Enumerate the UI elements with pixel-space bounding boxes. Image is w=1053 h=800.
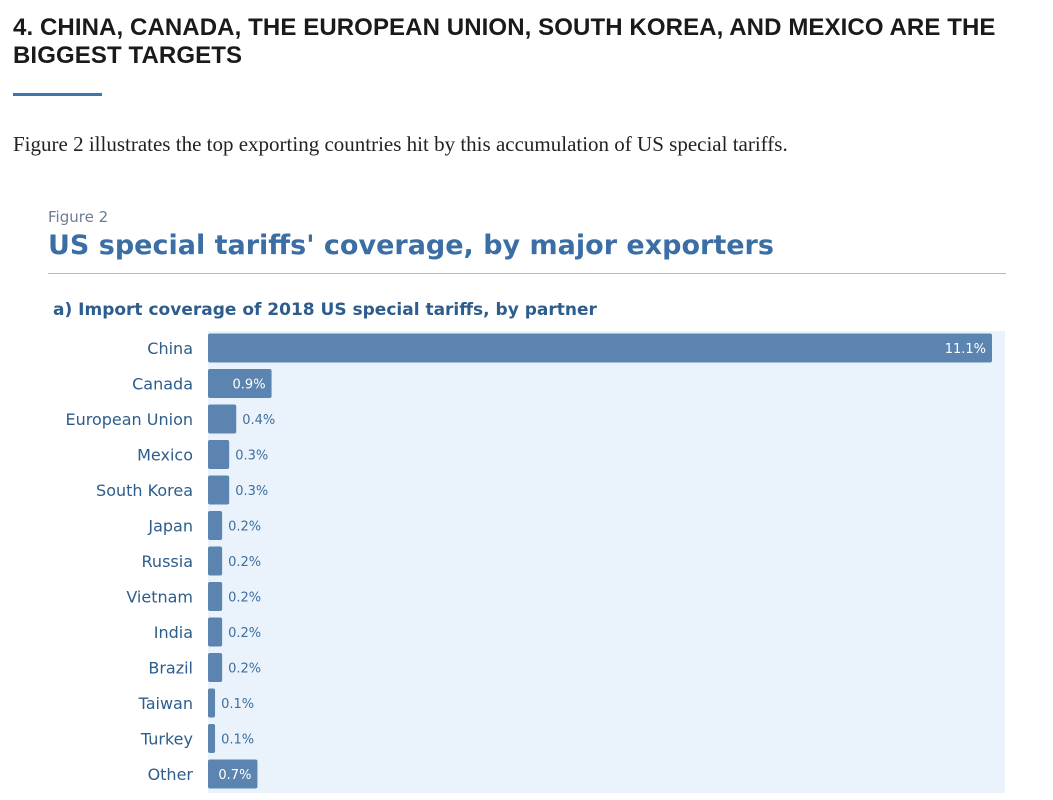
- bar-india: [208, 617, 223, 647]
- category-label-taiwan: Taiwan: [138, 694, 193, 713]
- bar-european-union: [208, 404, 237, 434]
- value-label-canada: 0.9%: [233, 378, 266, 393]
- value-label-european-union: 0.4%: [242, 413, 275, 428]
- value-label-taiwan: 0.1%: [221, 697, 254, 712]
- value-label-turkey: 0.1%: [221, 733, 254, 748]
- value-label-vietnam: 0.2%: [228, 591, 261, 606]
- bar-brazil: [208, 653, 223, 682]
- plot-background: [208, 331, 1005, 793]
- category-label-russia: Russia: [142, 552, 193, 571]
- category-label-south-korea: South Korea: [96, 481, 193, 500]
- category-label-turkey: Turkey: [140, 730, 193, 749]
- category-label-mexico: Mexico: [137, 446, 193, 465]
- bar-mexico: [208, 440, 230, 469]
- heading-underline: [13, 93, 102, 96]
- category-label-european-union: European Union: [65, 410, 193, 429]
- bar-vietnam: [208, 582, 223, 611]
- bars: [208, 333, 992, 789]
- bar-russia: [208, 546, 223, 576]
- value-label-brazil: 0.2%: [228, 662, 261, 677]
- figure-title: US special tariffs' coverage, by major e…: [48, 230, 774, 261]
- bar-canada: [208, 369, 272, 398]
- chart-subtitle: a) Import coverage of 2018 US special ta…: [53, 300, 597, 320]
- bar-other: [208, 759, 258, 789]
- value-label-other: 0.7%: [218, 768, 251, 783]
- bar-south-korea: [208, 475, 230, 505]
- value-label-mexico: 0.3%: [235, 449, 268, 464]
- category-labels: China Canada European Union Mexico South Kor…: [65, 339, 193, 784]
- category-label-japan: Japan: [147, 517, 193, 536]
- figure-label: Figure 2: [48, 208, 109, 226]
- category-label-other: Other: [148, 765, 194, 784]
- figure-divider: [48, 273, 1006, 274]
- value-label-russia: 0.2%: [228, 555, 261, 570]
- bar-japan: [208, 511, 223, 540]
- value-label-china: 11.1%: [945, 342, 986, 357]
- bar-chart: China Canada European Union Mexico South Kor…: [65, 331, 1005, 793]
- value-label-india: 0.2%: [228, 626, 261, 641]
- section-heading: 4. CHINA, CANADA, THE EUROPEAN UNION, SO…: [13, 14, 996, 69]
- category-label-canada: Canada: [132, 375, 193, 394]
- category-label-vietnam: Vietnam: [126, 588, 193, 607]
- bar-china: [208, 333, 992, 363]
- value-labels: 11.1% 0.9% 0.4% 0.3% 0.3% 0.2% 0.2% 0.2% 0.2% 0.2…: [218, 342, 986, 783]
- category-label-india: India: [154, 623, 193, 642]
- category-label-china: China: [147, 339, 193, 358]
- bar-turkey: [208, 724, 216, 753]
- value-label-japan: 0.2%: [228, 520, 261, 535]
- intro-paragraph: Figure 2 illustrates the top exporting c…: [13, 132, 788, 156]
- category-label-brazil: Brazil: [148, 659, 193, 678]
- bar-taiwan: [208, 688, 216, 718]
- value-label-south-korea: 0.3%: [235, 484, 268, 499]
